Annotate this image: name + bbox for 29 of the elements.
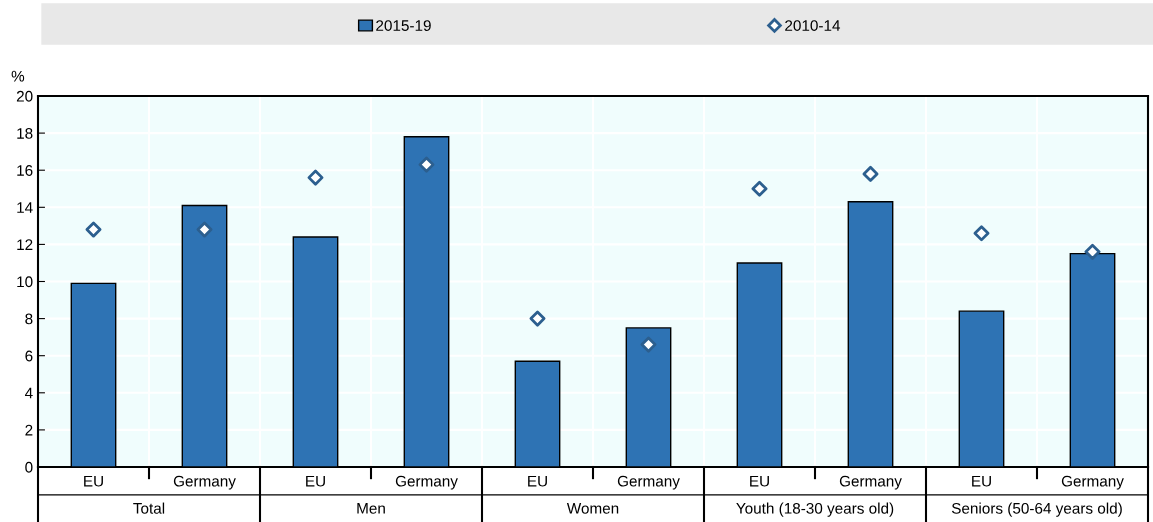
y-tick-label: 20 <box>16 90 33 102</box>
x-tick-label: Germany <box>395 475 458 490</box>
x-tick-label: Germany <box>839 475 902 490</box>
y-tick-label: 18 <box>17 127 33 139</box>
y-tick-label: 14 <box>17 202 33 213</box>
y-tick-label: 2 <box>25 424 33 436</box>
y-tick-label: 6 <box>25 350 33 362</box>
text: Seniors (50-64 years old) <box>951 502 1122 517</box>
y-tick-label: 4 <box>24 387 33 399</box>
legend-label: 2010-14 <box>785 20 841 31</box>
text: Youth (18-30 years old) <box>736 502 894 517</box>
x-tick-label: EU <box>84 475 103 487</box>
x-tick-label: EU <box>750 475 769 487</box>
x-tick-label: Germany <box>1061 475 1124 490</box>
x-tick-label: EU <box>528 475 547 487</box>
x-tick-label: Germany <box>617 475 680 490</box>
y-tick-label: 12 <box>17 239 33 250</box>
legend-label: 2015-19 <box>376 20 431 31</box>
y-axis-title: % <box>11 70 25 82</box>
text: Women <box>566 503 619 514</box>
text: Men <box>357 503 385 514</box>
x-tick-label: EU <box>306 475 325 487</box>
y-tick-label: 10 <box>17 276 33 288</box>
y-tick-label: 16 <box>17 165 33 176</box>
y-tick-label: 0 <box>25 461 33 473</box>
text: Total <box>133 502 165 514</box>
x-tick-label: EU <box>972 475 991 487</box>
x-tick-label: Germany <box>173 475 236 490</box>
y-tick-label: 8 <box>25 313 33 325</box>
